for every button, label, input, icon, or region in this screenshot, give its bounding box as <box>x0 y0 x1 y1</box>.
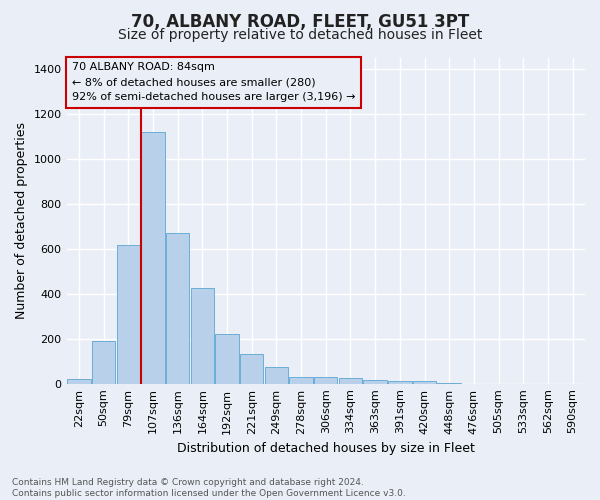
Text: Size of property relative to detached houses in Fleet: Size of property relative to detached ho… <box>118 28 482 42</box>
Bar <box>191 288 214 384</box>
Bar <box>314 378 337 384</box>
Bar <box>215 334 239 384</box>
Text: 70 ALBANY ROAD: 84sqm
← 8% of detached houses are smaller (280)
92% of semi-deta: 70 ALBANY ROAD: 84sqm ← 8% of detached h… <box>72 62 355 102</box>
Text: 70, ALBANY ROAD, FLEET, GU51 3PT: 70, ALBANY ROAD, FLEET, GU51 3PT <box>131 12 469 30</box>
Bar <box>364 380 387 384</box>
Bar <box>166 233 190 384</box>
Text: Contains HM Land Registry data © Crown copyright and database right 2024.
Contai: Contains HM Land Registry data © Crown c… <box>12 478 406 498</box>
Bar <box>437 382 461 384</box>
Bar <box>67 379 91 384</box>
Bar <box>92 341 115 384</box>
Bar <box>240 354 263 384</box>
Bar <box>141 132 164 384</box>
Bar <box>413 382 436 384</box>
Bar <box>388 382 412 384</box>
Y-axis label: Number of detached properties: Number of detached properties <box>15 122 28 319</box>
Bar <box>116 246 140 384</box>
Bar <box>339 378 362 384</box>
Bar <box>289 377 313 384</box>
X-axis label: Distribution of detached houses by size in Fleet: Distribution of detached houses by size … <box>177 442 475 455</box>
Bar <box>265 367 288 384</box>
